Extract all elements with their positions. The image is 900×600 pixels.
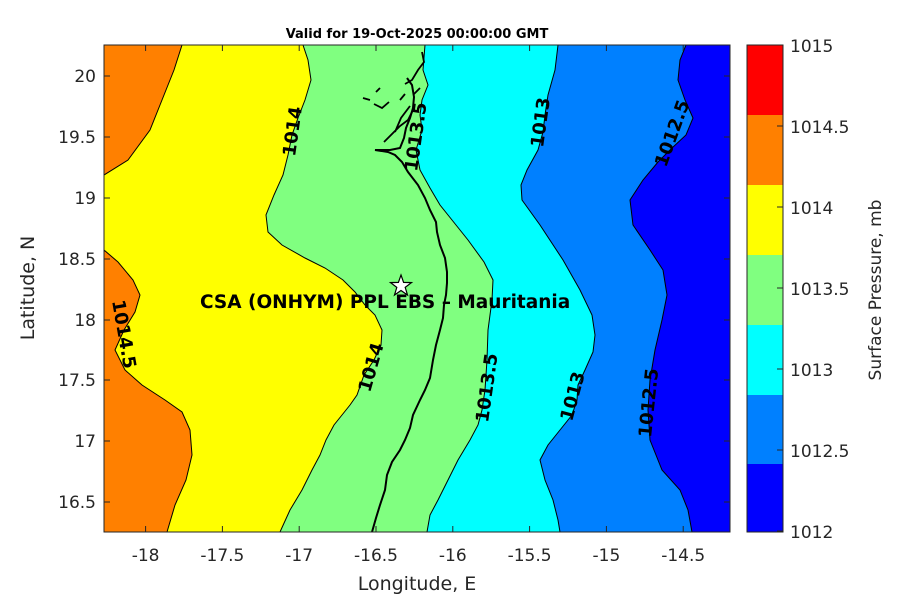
coastline — [371, 77, 448, 532]
colorbar-band — [747, 185, 783, 255]
x-tick-label: -14.5 — [661, 546, 705, 566]
colorbar-band — [747, 464, 783, 532]
y-tick-label: 18.5 — [58, 250, 96, 270]
colorbar-band — [747, 255, 783, 325]
x-tick-label: -17 — [285, 546, 313, 566]
colorbar-tick-label: 1015 — [790, 37, 833, 57]
axis-ticks — [104, 45, 730, 532]
colorbar-band — [747, 45, 783, 115]
colorbar-tick-label: 1013.5 — [790, 280, 849, 300]
x-tick-label: -18 — [132, 546, 160, 566]
colorbar-band — [747, 395, 783, 464]
colorbar-band — [747, 115, 783, 185]
colorbar-tick-label: 1013 — [790, 361, 833, 381]
colorbar-tick-label: 1014 — [790, 199, 833, 219]
x-tick-label: -15 — [593, 546, 621, 566]
y-tick-label: 19 — [74, 189, 96, 209]
x-axis-label: Longitude, E — [358, 573, 477, 595]
y-tick-label: 20 — [74, 67, 96, 87]
y-tick-label: 17.5 — [58, 371, 96, 391]
x-tick-label: -17.5 — [200, 546, 244, 566]
y-tick-label: 19.5 — [58, 128, 96, 148]
x-tick-label: -16.5 — [354, 546, 398, 566]
x-tick-label: -16 — [439, 546, 467, 566]
y-tick-label: 18 — [74, 311, 96, 331]
y-axis-label: Latitude, N — [17, 236, 39, 341]
band-1014-5 — [104, 45, 183, 176]
colorbar-tick-label: 1012.5 — [790, 442, 849, 462]
coastline-islands — [362, 51, 425, 143]
colorbar-band — [747, 325, 783, 395]
star-marker-icon — [388, 273, 414, 297]
axes-frame — [103, 44, 731, 533]
y-tick-label: 16.5 — [58, 493, 96, 513]
colorbar-tick-label: 1014.5 — [790, 118, 849, 138]
site-label: CSA (ONHYM) PPL EBS – Mauritania — [200, 292, 570, 313]
band-1014-5-south — [104, 249, 193, 532]
colorbar-label: Surface Pressure, mb — [866, 200, 886, 381]
colorbar-tick-label: 1012 — [790, 523, 833, 543]
pressure-contour-map — [104, 45, 730, 532]
figure-title: Valid for 19-Oct-2025 00:00:00 GMT — [286, 27, 549, 42]
y-tick-label: 17 — [74, 432, 96, 452]
colorbar — [746, 44, 784, 533]
x-tick-label: -15.5 — [508, 546, 552, 566]
